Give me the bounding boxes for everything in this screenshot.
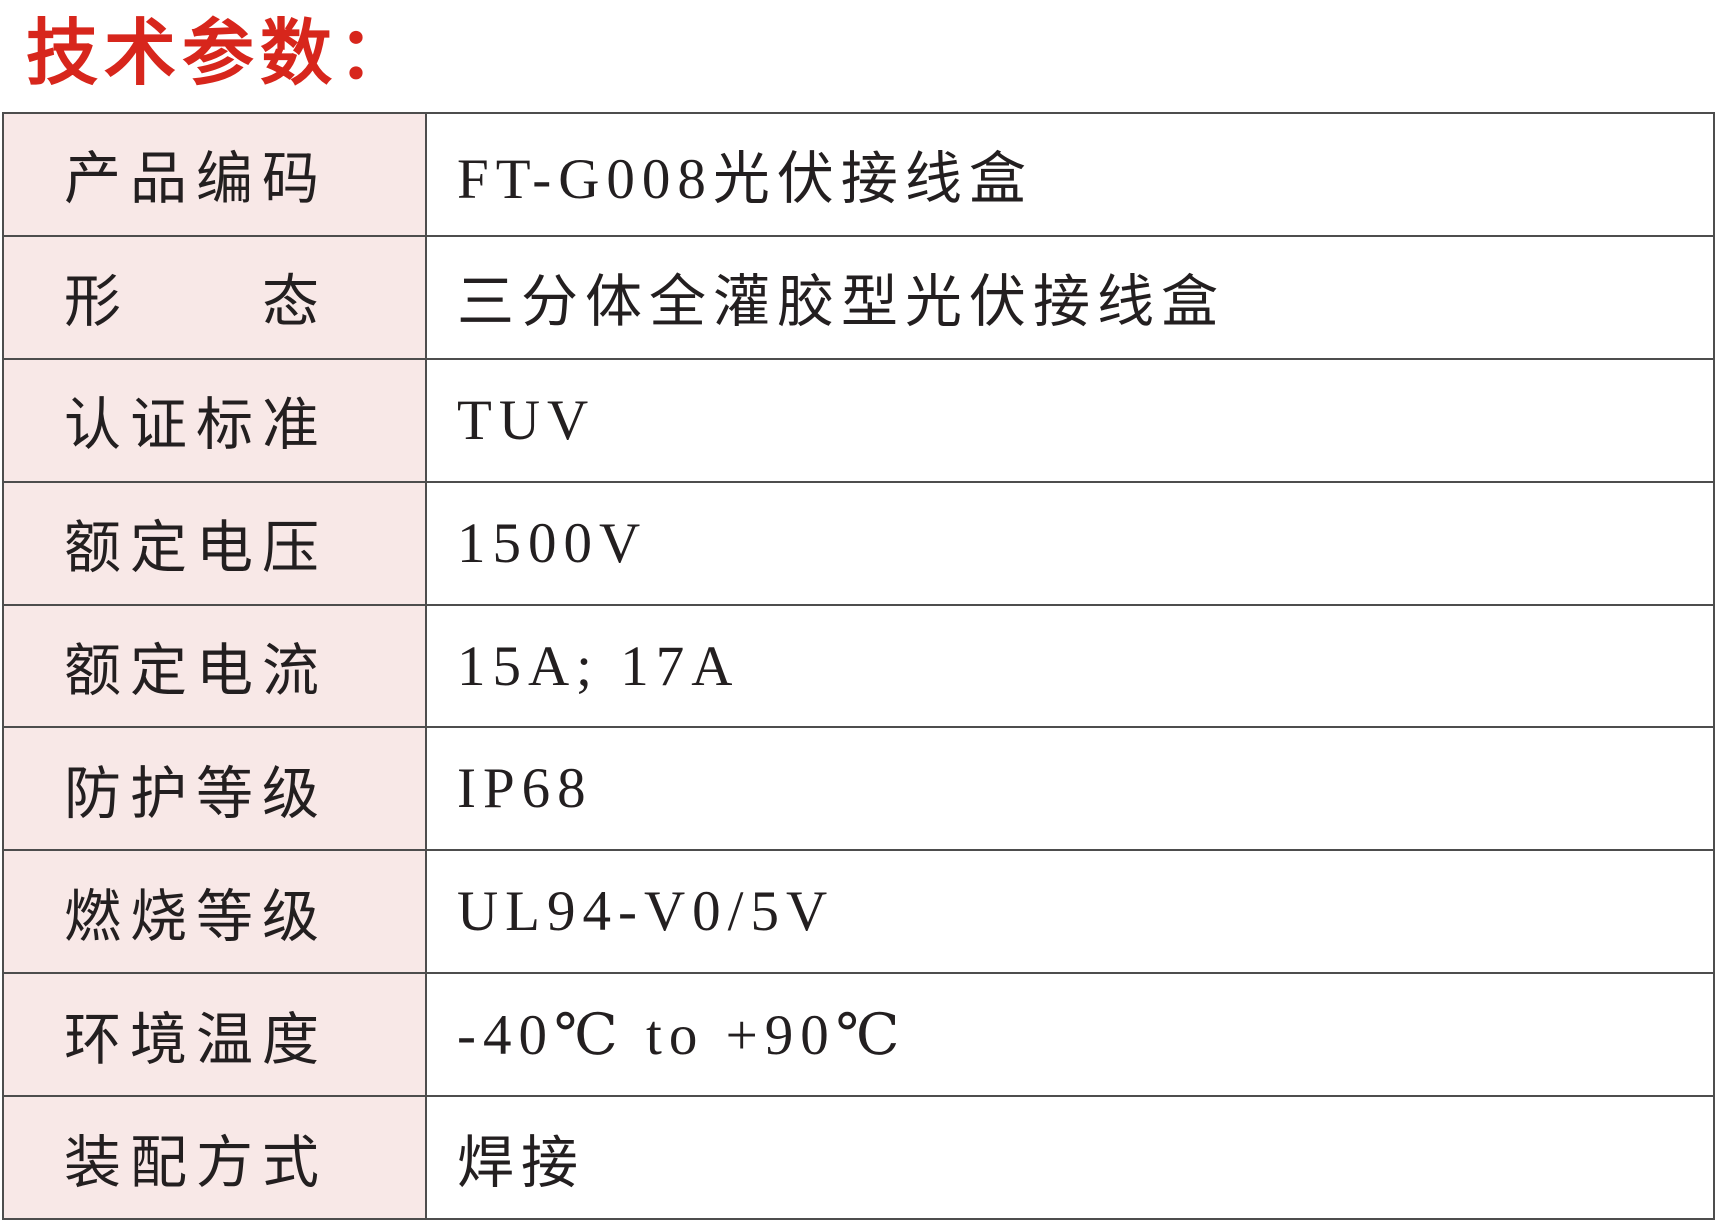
page-title: 技术参数： (26, 14, 417, 94)
table-row: 防护等级 IP68 (4, 726, 1713, 850)
row-value-form: 三分体全灌胶型光伏接线盒 (457, 271, 1225, 335)
row-label-rated-voltage: 额定电压 (4, 482, 427, 604)
table-row: 额定电压 1500V (4, 480, 1713, 604)
table-row: 形 态 三分体全灌胶型光伏接线盒 (4, 234, 1713, 358)
table-row: 环境温度 -40℃ to +90℃ (4, 972, 1713, 1096)
table-row: 认证标准 TUV (4, 357, 1713, 481)
table-row: 燃烧等级 UL94-V0/5V (4, 849, 1713, 973)
row-value-rated-voltage: 1500V (457, 511, 648, 575)
row-label-flammability-rating: 燃烧等级 (4, 851, 427, 973)
row-value-rated-current: 15A; 17A (457, 634, 740, 698)
row-label-rated-current: 额定电流 (4, 605, 427, 727)
table-row: 产品编码 FT-G008光伏接线盒 (4, 114, 1713, 235)
row-label-form: 形 态 (4, 236, 427, 358)
row-label-assembly-method: 装配方式 (4, 1097, 427, 1219)
row-value-flammability-rating: UL94-V0/5V (457, 880, 835, 944)
row-label-certification: 认证标准 (4, 359, 427, 481)
row-value-protection-rating: IP68 (457, 757, 593, 821)
row-value-assembly-method: 焊接 (457, 1131, 585, 1195)
table-row: 额定电流 15A; 17A (4, 603, 1713, 727)
row-value-ambient-temperature: -40℃ to +90℃ (457, 1003, 907, 1067)
row-label-protection-rating: 防护等级 (4, 728, 427, 850)
row-label-ambient-temperature: 环境温度 (4, 974, 427, 1096)
spec-table: 产品编码 FT-G008光伏接线盒 形 态 三分体全灌胶型光伏接线盒 认证标准 … (2, 112, 1715, 1220)
table-row: 装配方式 焊接 (4, 1095, 1713, 1219)
row-value-certification: TUV (457, 388, 596, 452)
row-label-product-code: 产品编码 (4, 114, 427, 235)
row-value-product-code: FT-G008光伏接线盒 (457, 148, 1033, 212)
